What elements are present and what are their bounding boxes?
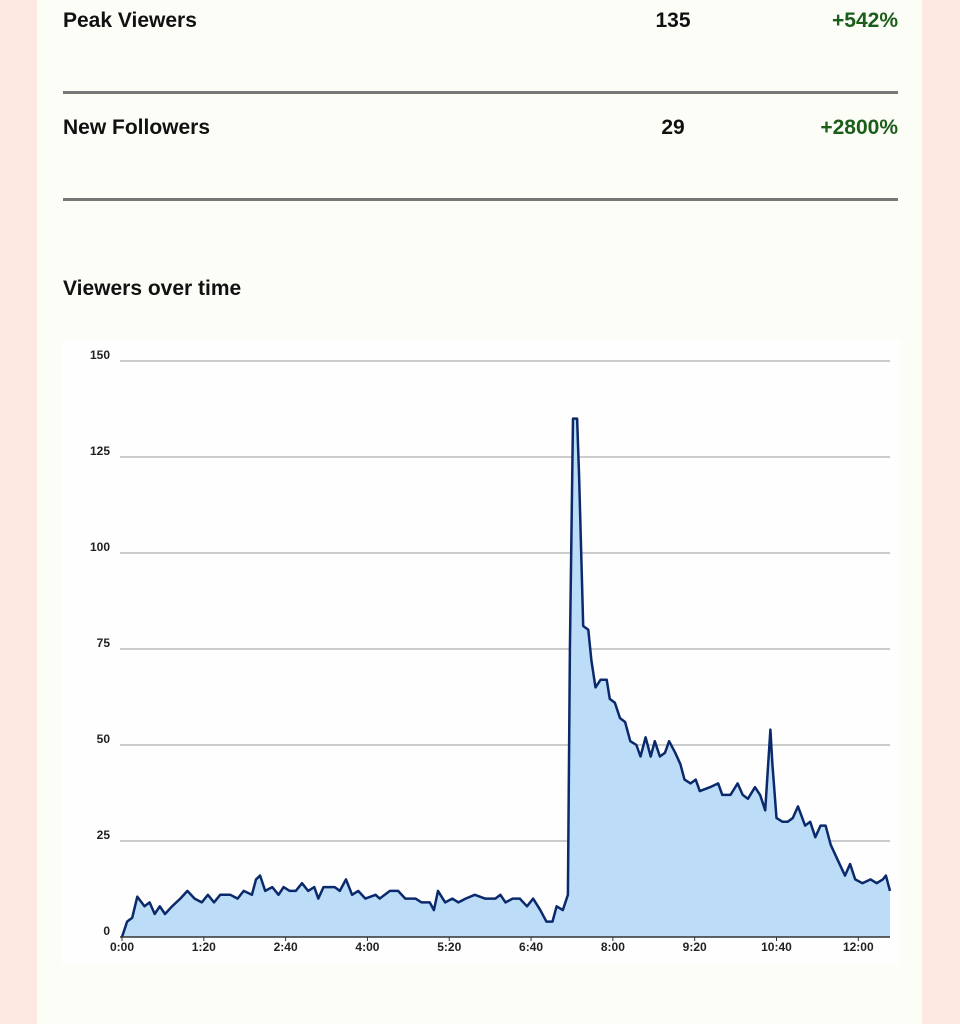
y-tick-label: 25 (97, 828, 111, 842)
x-tick-label: 0:00 (110, 940, 134, 954)
area-fill (122, 418, 890, 938)
x-tick-label: 9:20 (683, 940, 707, 954)
area-line (120, 417, 892, 938)
stat-value: 135 (655, 9, 691, 32)
stat-label: Peak Viewers (63, 9, 197, 32)
x-tick-label: 4:00 (355, 940, 379, 954)
x-tick-label: 12:00 (843, 940, 874, 954)
stat-value: 29 (661, 116, 685, 139)
y-tick-label: 150 (90, 348, 110, 362)
x-tick-label: 5:20 (437, 940, 461, 954)
y-tick-label: 50 (97, 732, 111, 746)
x-tick-label: 10:40 (761, 940, 792, 954)
y-tick-label: 0 (103, 924, 110, 938)
chart-title: Viewers over time (63, 277, 242, 300)
x-tick-label: 6:40 (519, 940, 543, 954)
y-tick-label: 100 (90, 540, 110, 554)
stat-change: +2800% (820, 116, 898, 139)
x-tick-label: 1:20 (192, 940, 216, 954)
y-tick-label: 75 (97, 636, 111, 650)
y-tick-label: 125 (90, 444, 110, 458)
stat-row: New Followers 29 +2800% (63, 92, 898, 201)
stat-change: +542% (832, 9, 898, 32)
x-tick-label: 2:40 (274, 940, 298, 954)
stat-label: New Followers (63, 116, 211, 139)
stat-row: Peak Viewers 135 +542% (63, 0, 898, 94)
x-tick-label: 8:00 (601, 940, 625, 954)
